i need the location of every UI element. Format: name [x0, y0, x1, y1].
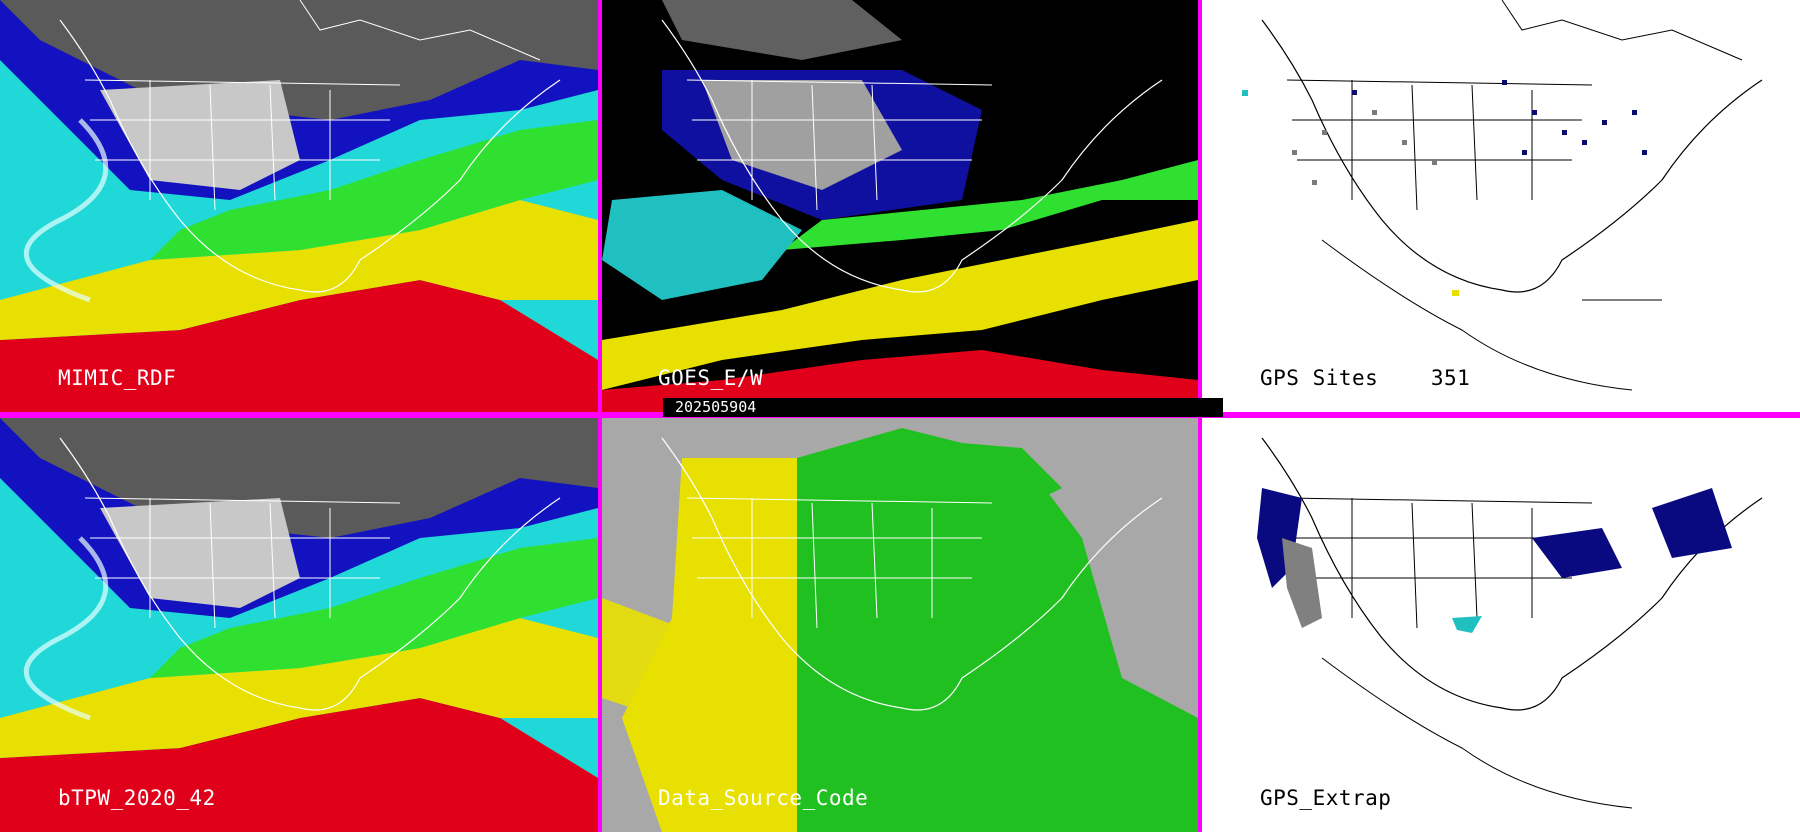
panel-data-source: Data_Source_Code — [602, 418, 1198, 832]
tpw-map-goes — [602, 0, 1198, 412]
panel-label-goes: GOES_E/W — [658, 366, 764, 390]
timestamp-bar: 202505904 — [663, 398, 1223, 417]
data-source-map — [602, 418, 1198, 832]
gps-extrap-map — [1202, 418, 1800, 832]
panel-label-data-source: Data_Source_Code — [658, 786, 869, 810]
panel-mimic-rdf: MIMIC_RDF — [0, 0, 598, 412]
panel-gps-extrap: GPS_Extrap — [1202, 418, 1800, 832]
gps-sites-map — [1202, 0, 1800, 412]
panel-goes: GOES_E/W — [602, 0, 1198, 412]
panel-label-btpw: bTPW_2020_42 — [58, 786, 216, 810]
panel-label-gps-sites: GPS Sites 351 — [1260, 366, 1471, 390]
panel-gps-sites: GPS Sites 351 — [1202, 0, 1800, 412]
tpw-map-btpw — [0, 418, 598, 832]
panel-label-mimic: MIMIC_RDF — [58, 366, 177, 390]
panel-label-gps-extrap: GPS_Extrap — [1260, 786, 1392, 810]
panel-btpw: bTPW_2020_42 — [0, 418, 598, 832]
tpw-map-mimic — [0, 0, 598, 412]
